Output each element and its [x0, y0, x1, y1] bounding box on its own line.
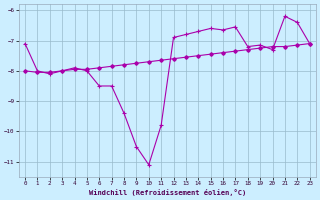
X-axis label: Windchill (Refroidissement éolien,°C): Windchill (Refroidissement éolien,°C): [89, 189, 246, 196]
